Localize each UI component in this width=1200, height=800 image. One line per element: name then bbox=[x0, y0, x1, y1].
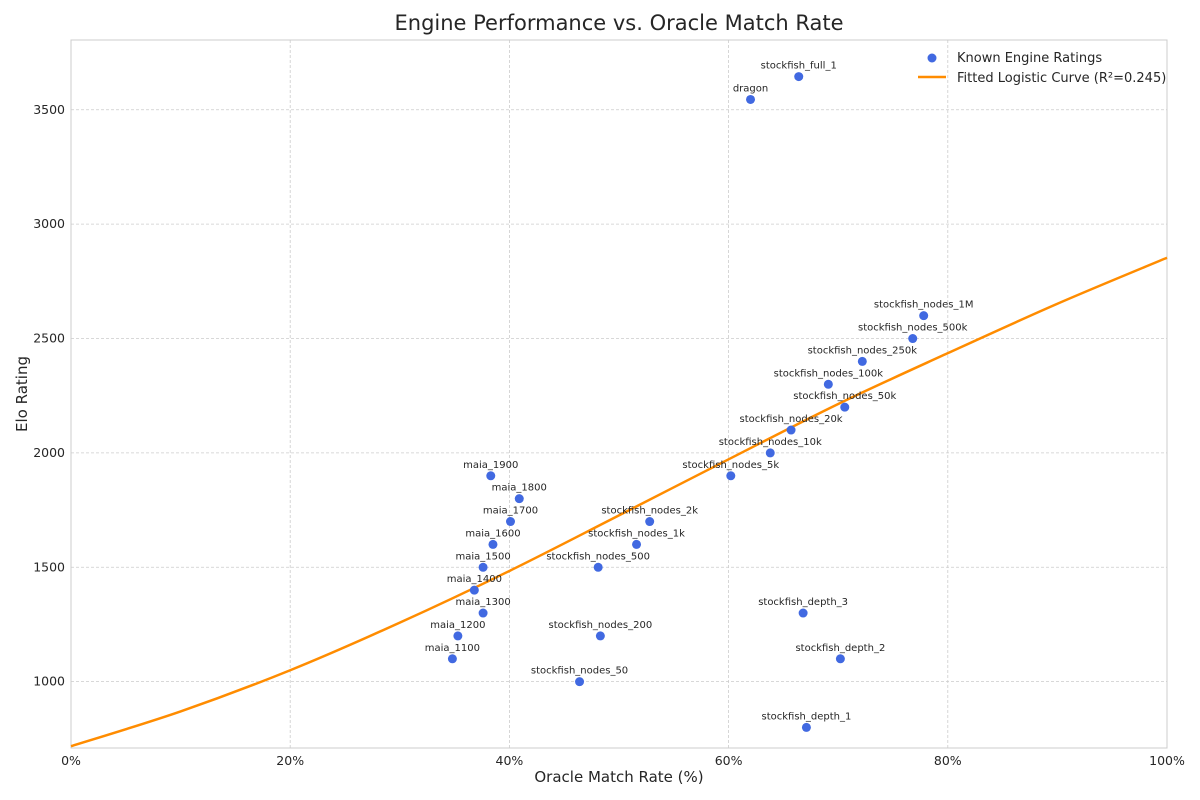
data-point bbox=[447, 654, 457, 664]
y-tick-label: 3000 bbox=[33, 216, 65, 231]
data-point-label: maia_1500 bbox=[455, 551, 510, 562]
data-point bbox=[798, 608, 808, 618]
data-point-label: stockfish_nodes_50k bbox=[793, 391, 896, 402]
y-axis-ticks: 1000 1500 2000 2500 3000 3500 bbox=[33, 102, 65, 689]
x-tick-label: 20% bbox=[276, 753, 304, 768]
data-point-label: stockfish_nodes_250k bbox=[808, 345, 918, 356]
x-axis-ticks: 0% 20% 40% 60% 80% 100% bbox=[61, 753, 1185, 768]
legend-label-curve: Fitted Logistic Curve (R²=0.245) bbox=[957, 71, 1166, 86]
x-axis-label: Oracle Match Rate (%) bbox=[534, 768, 703, 786]
data-point-label: maia_1100 bbox=[425, 643, 480, 654]
x-tick-label: 80% bbox=[934, 753, 962, 768]
y-tick-label: 2000 bbox=[33, 445, 65, 460]
legend: Known Engine Ratings Fitted Logistic Cur… bbox=[918, 51, 1166, 86]
data-point bbox=[595, 631, 605, 641]
data-point bbox=[514, 494, 524, 504]
data-point bbox=[575, 677, 585, 687]
data-point bbox=[453, 631, 463, 641]
data-point-label: stockfish_nodes_10k bbox=[719, 437, 822, 448]
chart-title: Engine Performance vs. Oracle Match Rate bbox=[394, 11, 843, 35]
data-point-label: stockfish_nodes_500 bbox=[546, 551, 650, 562]
y-tick-label: 2500 bbox=[33, 331, 65, 346]
data-point bbox=[823, 379, 833, 389]
data-point-label: maia_1200 bbox=[430, 620, 485, 631]
data-point-label: stockfish_nodes_5k bbox=[682, 460, 779, 471]
data-point bbox=[478, 562, 488, 572]
data-point-label: stockfish_nodes_1M bbox=[874, 300, 974, 311]
data-point-label: stockfish_depth_1 bbox=[761, 711, 851, 722]
data-point-label: dragon bbox=[733, 83, 768, 94]
data-point-label: maia_1600 bbox=[465, 528, 520, 539]
data-point-label: stockfish_nodes_1k bbox=[588, 528, 685, 539]
data-point-label: stockfish_depth_2 bbox=[795, 643, 885, 654]
data-point-label: maia_1400 bbox=[447, 574, 502, 585]
data-point bbox=[632, 539, 642, 549]
data-point bbox=[726, 471, 736, 481]
x-tick-label: 100% bbox=[1149, 753, 1185, 768]
x-tick-label: 0% bbox=[61, 753, 81, 768]
data-point bbox=[840, 402, 850, 412]
x-tick-label: 40% bbox=[496, 753, 524, 768]
curve-layer bbox=[70, 256, 1168, 748]
data-point-label: stockfish_depth_3 bbox=[758, 597, 848, 608]
data-point bbox=[486, 471, 496, 481]
data-point bbox=[469, 585, 479, 595]
data-point-label: maia_1800 bbox=[492, 483, 547, 494]
legend-marker-scatter bbox=[927, 53, 937, 63]
data-point-label: stockfish_full_1 bbox=[761, 61, 837, 72]
y-tick-label: 3500 bbox=[33, 102, 65, 117]
data-point bbox=[786, 425, 796, 435]
data-point bbox=[908, 334, 918, 344]
data-point-label: stockfish_nodes_200 bbox=[549, 620, 653, 631]
data-point-label: maia_1900 bbox=[463, 460, 518, 471]
legend-label-scatter: Known Engine Ratings bbox=[957, 51, 1102, 66]
data-point bbox=[765, 448, 775, 458]
data-point bbox=[478, 608, 488, 618]
grid bbox=[70, 40, 1168, 748]
data-point bbox=[505, 517, 515, 527]
data-point-label: stockfish_nodes_50 bbox=[531, 666, 628, 677]
data-point bbox=[835, 654, 845, 664]
data-point-label: stockfish_nodes_100k bbox=[774, 368, 884, 379]
data-point-label: maia_1300 bbox=[455, 597, 510, 608]
y-axis-label: Elo Rating bbox=[13, 356, 31, 432]
data-point bbox=[794, 72, 804, 82]
data-point-label: stockfish_nodes_500k bbox=[858, 323, 968, 334]
y-tick-label: 1000 bbox=[33, 674, 65, 689]
data-point-label: maia_1700 bbox=[483, 506, 538, 517]
data-point bbox=[746, 94, 756, 104]
data-point bbox=[593, 562, 603, 572]
x-tick-label: 60% bbox=[715, 753, 743, 768]
data-point-label: stockfish_nodes_2k bbox=[601, 506, 698, 517]
data-point bbox=[488, 539, 498, 549]
plot-frame bbox=[70, 39, 1168, 749]
data-point bbox=[919, 311, 929, 321]
data-point-label: stockfish_nodes_20k bbox=[740, 414, 843, 425]
data-point bbox=[801, 722, 811, 732]
y-tick-label: 1500 bbox=[33, 559, 65, 574]
fitted-curve-line bbox=[70, 256, 1168, 748]
data-point bbox=[645, 517, 655, 527]
data-point bbox=[857, 356, 867, 366]
